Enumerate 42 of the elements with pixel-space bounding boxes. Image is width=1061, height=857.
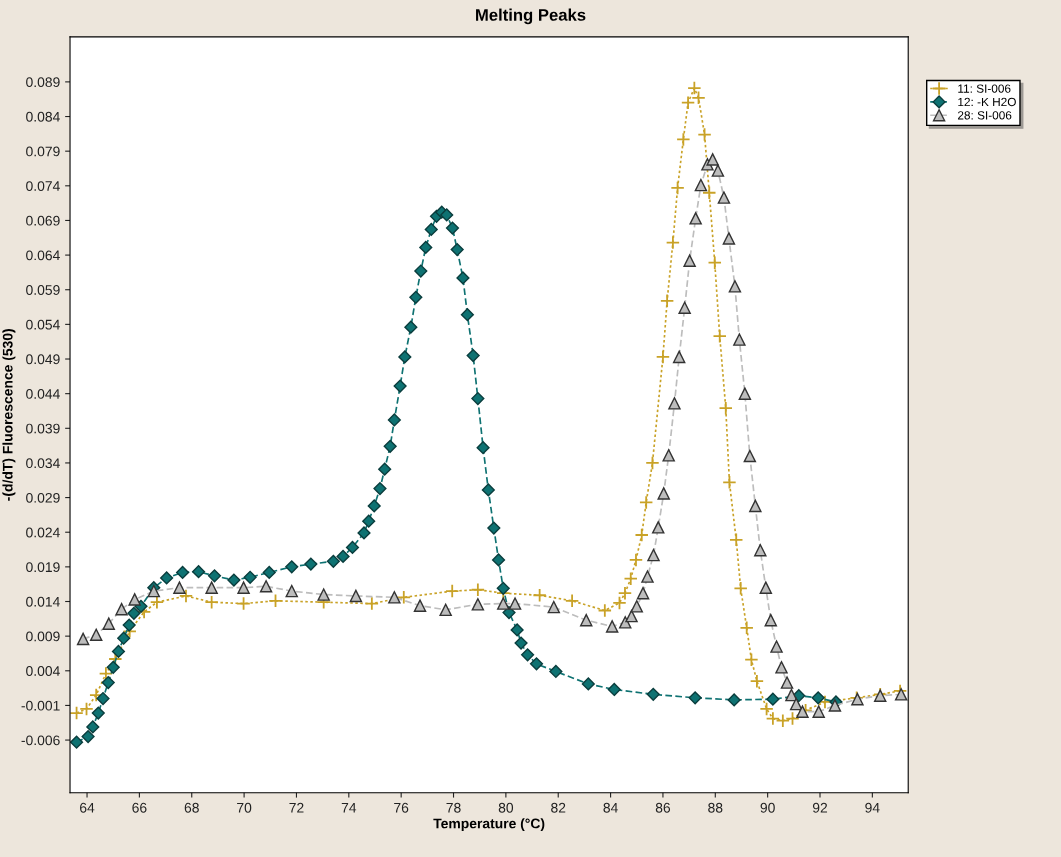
y-tick-label: -0.001	[21, 700, 60, 711]
x-tick-label: 74	[341, 802, 357, 813]
y-tick-label: 0.059	[26, 285, 60, 295]
y-tick-label: 0.034	[26, 458, 60, 469]
y-tick-label: 0.004	[26, 666, 60, 676]
x-tick-label: 88	[708, 802, 723, 813]
x-tick-label: 82	[551, 802, 566, 813]
y-tick-label: 0.029	[26, 492, 60, 503]
y-tick-label: 0.054	[26, 319, 60, 330]
legend-label: 11: SI-006	[958, 84, 1011, 93]
x-tick-label: 86	[655, 802, 671, 813]
y-tick-label: -0.006	[21, 735, 60, 746]
x-tick-label: 70	[237, 802, 252, 813]
legend-label: 12: -K H2O	[958, 97, 1016, 107]
y-tick-label: 0.069	[26, 215, 60, 226]
chart-title: Melting Peaks	[476, 8, 586, 25]
x-tick-label: 94	[865, 802, 880, 813]
x-tick-label: 90	[760, 802, 775, 813]
x-tick-label: 78	[446, 802, 461, 813]
y-tick-label: 0.019	[26, 562, 60, 573]
y-tick-label: 0.084	[26, 111, 60, 122]
y-tick-label: 0.064	[26, 250, 60, 261]
y-tick-label: 0.089	[26, 77, 60, 88]
y-tick-label: 0.039	[26, 423, 60, 434]
y-tick-label: 0.044	[26, 388, 60, 399]
y-axis-title: -(d/dT) Fluorescence (530)	[2, 329, 16, 501]
y-tick-label: 0.024	[26, 527, 60, 538]
y-tick-label: 0.009	[26, 631, 60, 642]
y-tick-label: 0.049	[26, 354, 60, 365]
y-tick-label: 0.014	[26, 596, 60, 607]
x-tick-label: 84	[603, 802, 618, 813]
x-tick-label: 72	[289, 802, 304, 813]
legend-label: 28: SI-006	[957, 111, 1012, 120]
x-tick-label: 66	[132, 802, 147, 813]
y-tick-label: 0.074	[26, 181, 60, 191]
x-tick-label: 76	[394, 802, 409, 813]
x-tick-label: 92	[812, 802, 828, 813]
x-tick-label: 64	[80, 802, 95, 813]
x-tick-label: 80	[498, 802, 514, 813]
y-tick-label: 0.079	[26, 146, 60, 157]
x-axis-title: Temperature (°C)	[433, 818, 545, 832]
x-tick-label: 68	[184, 802, 199, 813]
